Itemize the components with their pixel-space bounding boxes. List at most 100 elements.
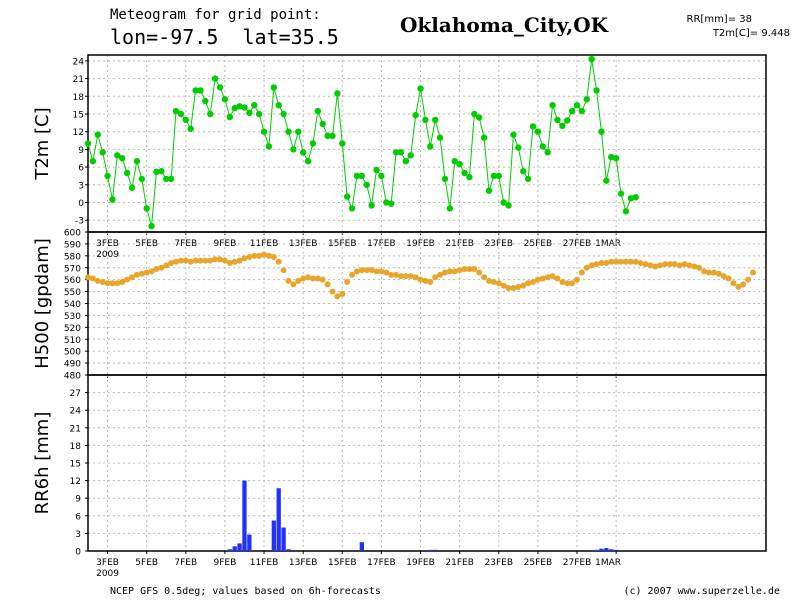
rr6h-bar <box>604 548 609 551</box>
x-tick-label: 19FEB <box>406 558 435 568</box>
h500-point <box>559 279 566 286</box>
y-tick-label: 530 <box>64 312 81 322</box>
rr6h-bar <box>227 549 232 551</box>
h500-point <box>368 267 375 274</box>
h500-point <box>300 275 307 282</box>
y-axis-label: T2m [C] <box>32 107 53 180</box>
t2m-point <box>255 110 263 118</box>
h500-point <box>637 259 644 266</box>
h500-point <box>495 280 502 287</box>
t2m-point <box>94 131 101 138</box>
h500-point <box>290 281 297 288</box>
t2m-point <box>246 109 253 117</box>
t2m-point <box>368 202 375 209</box>
h500-point <box>412 274 419 281</box>
t2m-point <box>236 103 243 110</box>
x-tick-label: 7FEB <box>174 558 197 568</box>
x-tick-label: 9FEB <box>214 558 237 568</box>
h500-point <box>662 261 669 268</box>
t2m-point <box>251 101 258 109</box>
t2m-point <box>451 158 458 165</box>
h500-point <box>334 293 341 300</box>
h500-point <box>520 282 527 289</box>
t2m-point <box>559 122 566 129</box>
x-tick-label: 5FEB <box>135 558 158 568</box>
h500-point <box>89 275 96 282</box>
x-tick-label: 1MAR <box>595 558 621 568</box>
t2m-point <box>534 128 542 135</box>
t2m-point <box>241 104 248 111</box>
h500-point <box>305 274 312 281</box>
h500-point <box>173 258 180 265</box>
x-tick-label: 11FEB <box>250 558 279 568</box>
t2m-point <box>490 172 498 180</box>
y-tick-label: 3 <box>78 181 84 191</box>
y-tick-label: 490 <box>64 360 81 370</box>
t2m-point <box>622 208 630 215</box>
h500-point <box>353 268 360 275</box>
h500-point <box>706 269 713 276</box>
t2m-point <box>632 193 639 201</box>
h500-point <box>168 259 175 266</box>
t2m-point <box>515 144 522 151</box>
h500-point <box>710 269 717 276</box>
t2m-point <box>104 172 111 180</box>
t2m-point <box>280 110 287 118</box>
h500-point <box>701 268 708 275</box>
t2m-point <box>329 132 336 140</box>
h500-point <box>740 281 747 288</box>
t2m-point <box>392 149 400 156</box>
rr6h-bar <box>286 549 291 551</box>
y-axis-label: RR6h [mm] <box>32 412 53 515</box>
h500-point <box>314 275 321 282</box>
t2m-point <box>314 107 322 115</box>
h500-point <box>119 279 126 286</box>
h500-point <box>324 281 331 288</box>
y-tick-label: 18 <box>70 442 82 452</box>
h500-point <box>226 259 233 266</box>
t2m-point <box>319 120 326 128</box>
h500-point <box>114 280 121 287</box>
h500-point <box>129 274 136 281</box>
t2m-point <box>603 177 610 184</box>
h500-point <box>163 262 170 269</box>
h500-point <box>309 275 316 282</box>
t2m-point <box>397 149 405 156</box>
y-tick-label: 3 <box>75 530 81 540</box>
t2m-point <box>163 175 170 183</box>
h500-point <box>124 276 131 283</box>
h500-point <box>197 257 204 264</box>
h500-point <box>280 267 287 274</box>
t2m-point <box>598 128 605 135</box>
h500-point <box>158 264 165 271</box>
h500-point <box>446 268 453 275</box>
rr6h-bar <box>276 488 281 551</box>
t2m-point <box>549 101 556 109</box>
t2m-point <box>373 166 380 174</box>
t2m-point <box>617 190 625 197</box>
h500-point <box>251 252 258 259</box>
t2m-point <box>202 97 209 105</box>
y-tick-label: 21 <box>73 75 84 85</box>
t2m-point <box>172 107 180 115</box>
t2m-point <box>412 111 419 119</box>
h500-point <box>583 264 590 271</box>
plot-frame <box>87 54 767 233</box>
h500-point <box>627 258 634 265</box>
t2m-point <box>148 222 155 230</box>
h500-point <box>202 257 209 264</box>
h500-point <box>373 268 380 275</box>
t2m-point <box>197 87 204 94</box>
y-tick-label: 570 <box>64 264 81 274</box>
location-title: Oklahoma_City,OK <box>400 13 609 37</box>
h500-point <box>441 269 448 276</box>
t2m-point <box>529 123 537 130</box>
h500-point <box>207 257 214 264</box>
h500-point <box>349 271 356 278</box>
h500-point <box>212 256 219 263</box>
y-tick-label: -3 <box>75 217 84 227</box>
h500-point <box>554 275 561 282</box>
y-tick-label: 580 <box>64 252 81 262</box>
y-tick-label: 6 <box>78 164 84 174</box>
